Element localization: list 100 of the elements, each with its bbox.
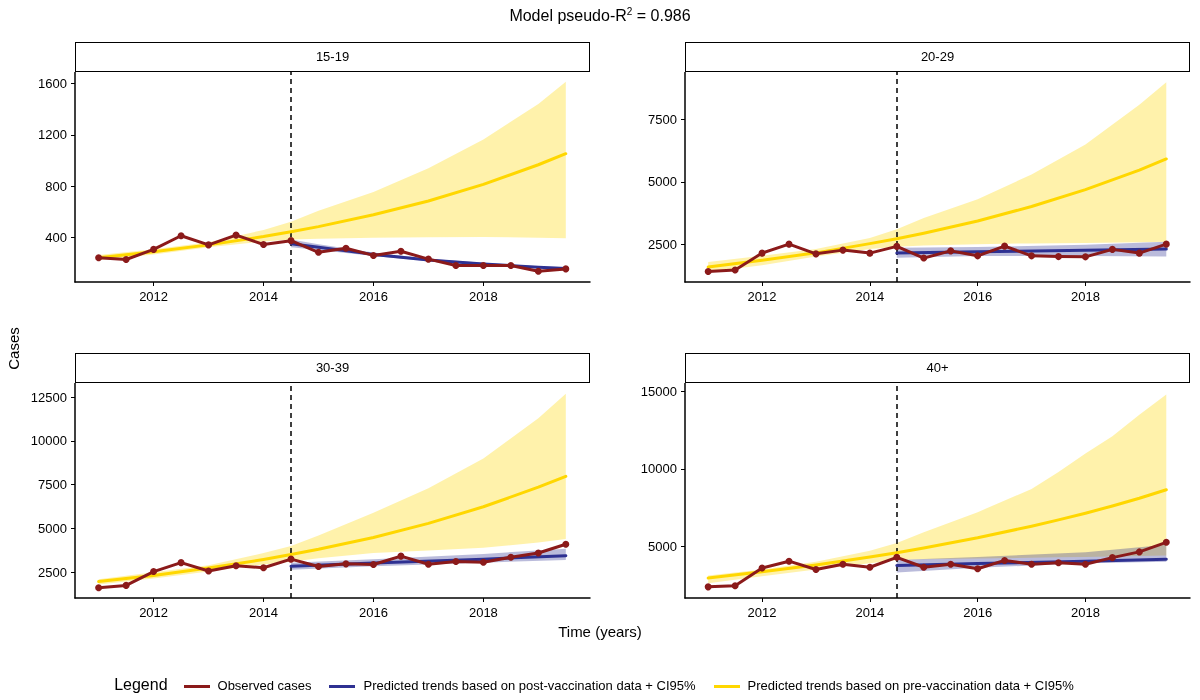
point	[314, 562, 322, 570]
x-tick-label: 2012	[139, 289, 169, 304]
point	[1001, 556, 1009, 564]
point	[1081, 560, 1089, 568]
point	[731, 582, 739, 590]
point	[369, 561, 377, 569]
y-tick-label: 7500	[38, 477, 67, 493]
point	[704, 583, 712, 591]
legend-label: Predicted trends based on post-vaccination data + CI95%	[363, 678, 696, 693]
y-axis-title: Cases	[4, 327, 22, 370]
point	[150, 245, 158, 253]
x-tick-label: 2018	[468, 605, 498, 620]
point	[812, 566, 820, 574]
chart-title: 15-19	[75, 42, 590, 72]
y-tick-label: 2500	[38, 564, 67, 580]
point	[534, 549, 542, 557]
x-tick-label: 2016	[963, 605, 993, 620]
y-tick-label: 5000	[648, 538, 677, 554]
chart-title: 30-39	[75, 353, 590, 383]
point	[1055, 253, 1062, 261]
point	[812, 250, 820, 258]
point	[704, 268, 712, 276]
point	[1162, 240, 1170, 248]
x-tick-label: 2016	[963, 289, 993, 304]
y-tick-label: 800	[45, 178, 67, 194]
y-tick-label: 400	[45, 230, 67, 246]
legend-label: Observed cases	[217, 678, 312, 693]
point	[314, 248, 322, 256]
x-tick-label: 2018	[1070, 605, 1100, 620]
point	[95, 254, 103, 262]
point	[507, 553, 515, 561]
x-tick-label: 2016	[358, 605, 388, 620]
legend-label: Predicted trends based on pre-vaccination data + CI95%	[747, 678, 1074, 693]
x-tick-label: 2014	[249, 605, 278, 620]
point	[839, 246, 847, 254]
point	[866, 563, 874, 571]
point	[479, 558, 487, 566]
point	[177, 232, 185, 240]
point	[122, 256, 130, 264]
point	[122, 581, 130, 589]
point	[177, 559, 185, 567]
point	[1081, 253, 1089, 261]
y-tick-label: 10000	[640, 461, 677, 477]
line-series	[706, 488, 1168, 580]
point	[866, 249, 874, 257]
y-tick-label: 5000	[38, 520, 67, 536]
point	[342, 244, 350, 252]
point	[1028, 252, 1036, 260]
point	[893, 553, 901, 561]
x-tick-label: 2012	[139, 605, 169, 620]
x-tick-label: 2012	[747, 289, 777, 304]
point	[1055, 559, 1062, 567]
y-tick-label: 10000	[30, 433, 67, 449]
point	[260, 241, 268, 248]
chart-title: 40+	[685, 353, 1190, 383]
x-tick-label: 2018	[468, 289, 498, 304]
point	[452, 558, 460, 566]
x-tick-label: 2014	[855, 289, 885, 304]
point	[397, 247, 405, 255]
point	[1001, 242, 1009, 250]
x-tick-label: 2014	[855, 605, 885, 620]
point	[205, 567, 213, 575]
point	[424, 560, 432, 568]
point	[562, 540, 570, 548]
chart-title: 20-29	[685, 42, 1190, 72]
y-tick-label: 2500	[648, 236, 677, 252]
point	[1108, 554, 1116, 562]
point	[947, 560, 955, 568]
point	[839, 560, 847, 568]
point	[232, 562, 240, 570]
point	[369, 251, 377, 259]
y-tick-label: 15000	[640, 384, 677, 400]
x-tick-label: 2016	[358, 289, 388, 304]
point	[260, 564, 268, 572]
point	[947, 247, 955, 255]
y-tick-label: 1600	[38, 76, 67, 92]
point	[424, 255, 432, 263]
legend-title: Legend	[114, 676, 168, 693]
point	[974, 565, 982, 573]
x-tick-label: 2014	[249, 289, 278, 304]
point	[452, 262, 460, 270]
point	[920, 563, 928, 571]
point	[974, 252, 982, 260]
point	[95, 584, 103, 592]
point	[287, 237, 295, 245]
point	[150, 568, 158, 576]
x-tick-label: 2012	[747, 605, 777, 620]
point	[1108, 245, 1116, 253]
point	[893, 242, 901, 250]
point	[205, 241, 213, 249]
y-tick-label: 7500	[648, 112, 677, 128]
point	[479, 262, 487, 270]
point	[562, 265, 570, 273]
point	[397, 552, 405, 560]
point	[1135, 548, 1143, 556]
point	[342, 560, 350, 568]
point	[507, 262, 515, 270]
point	[1028, 560, 1036, 568]
point	[758, 249, 766, 257]
x-tick-label: 2018	[1070, 289, 1100, 304]
